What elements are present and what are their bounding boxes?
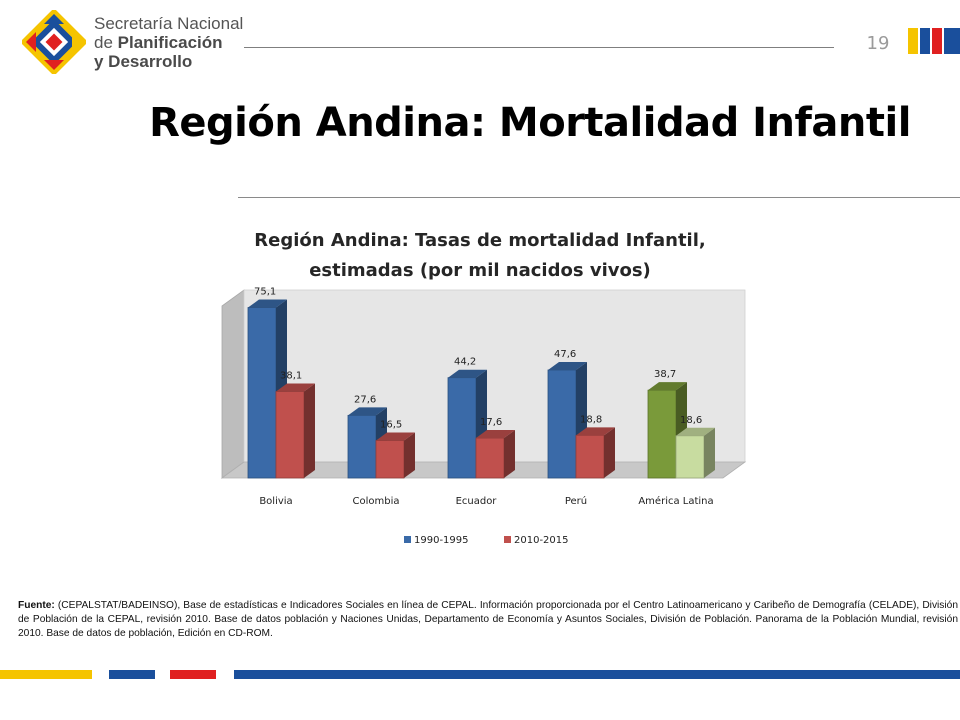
x-tick-label: América Latina <box>638 495 713 507</box>
data-label-4-1: 18,6 <box>680 415 702 426</box>
data-label-1-0: 27,6 <box>354 394 376 405</box>
bar-colombia-s1 <box>347 414 377 479</box>
chart-title: Región Andina: Tasas de mortalidad Infan… <box>200 226 760 286</box>
data-label-0-0: 75,1 <box>254 287 276 298</box>
org-line-3-bold: y Desarrollo <box>94 52 193 71</box>
bar-top-1-0 <box>348 407 387 416</box>
data-label-2-1: 17,6 <box>480 417 502 428</box>
bar-top-3-1 <box>576 427 615 436</box>
logo-icon <box>20 8 88 76</box>
data-label-1-1: 16,5 <box>380 420 402 431</box>
chart-side-wall <box>221 289 245 479</box>
page-number: 19 <box>866 33 890 54</box>
bar-am-rica-latina-s2 <box>675 435 705 479</box>
title-divider <box>238 197 960 198</box>
footer-bar-yellow <box>0 670 92 679</box>
legend-swatch-s1 <box>404 536 411 543</box>
source-label: Fuente: <box>18 600 55 611</box>
x-tick-label: Ecuador <box>456 496 498 507</box>
bar-ecuador-s2 <box>475 437 505 479</box>
data-label-3-0: 47,6 <box>554 349 576 360</box>
org-line-1: Secretaría Nacional <box>94 14 244 33</box>
data-label-2-0: 44,2 <box>454 357 476 368</box>
bar-top-0-0 <box>248 299 287 308</box>
bar-bolivia-s1 <box>247 307 277 479</box>
legend-label-s2: 2010-2015 <box>514 535 569 546</box>
source-note: Fuente: (CEPALSTAT/BADEINSO), Base de es… <box>18 599 958 641</box>
chart-title-line-1: Región Andina: Tasas de mortalidad Infan… <box>254 230 706 251</box>
org-line-2-prefix: de <box>94 33 113 52</box>
bar-top-2-0 <box>448 369 487 378</box>
bar-colombia-s2 <box>375 440 405 479</box>
footer-bar-blue-1 <box>109 670 155 679</box>
source-text: (CEPALSTAT/BADEINSO), Base de estadístic… <box>18 600 958 639</box>
org-line-2-bold: Planificación <box>117 33 223 52</box>
chart-title-line-2: estimadas (por mil nacidos vivos) <box>309 260 651 281</box>
bar-top-3-0 <box>548 361 587 370</box>
data-label-3-1: 18,8 <box>580 414 602 425</box>
bar-top-4-0 <box>648 382 687 391</box>
footer-bar-red <box>170 670 216 679</box>
bar-top-2-1 <box>476 430 515 439</box>
data-label-0-1: 38,1 <box>280 371 302 382</box>
bar-bolivia-s2 <box>275 391 305 479</box>
org-line-2: de Planificación <box>94 33 244 52</box>
flag-icon <box>908 28 960 54</box>
bar-top-4-1 <box>676 427 715 436</box>
bar-top-0-1 <box>276 383 315 392</box>
data-label-4-0: 38,7 <box>654 369 676 380</box>
bar-side-1-1 <box>404 432 415 478</box>
org-name: Secretaría Nacional de Planificación y D… <box>94 14 244 71</box>
bar-per--s1 <box>547 369 577 479</box>
x-tick-label: Bolivia <box>259 496 292 507</box>
bar-side-3-1 <box>604 427 615 478</box>
x-tick-label: Perú <box>565 495 587 507</box>
bar-top-1-1 <box>376 432 415 441</box>
bar-side-0-1 <box>304 383 315 478</box>
header-divider <box>244 47 834 48</box>
legend-label-s1: 1990-1995 <box>414 535 469 546</box>
org-line-3: y Desarrollo <box>94 52 244 71</box>
bar-side-2-1 <box>504 430 515 478</box>
bar-am-rica-latina-s1 <box>647 389 677 479</box>
legend-swatch-s2 <box>504 536 511 543</box>
bar-per--s2 <box>575 434 605 479</box>
bar-side-4-1 <box>704 427 715 478</box>
bar-chart: 75,1 38,1 Bolivia 27,6 16,5 Colombia 44,2 17,6 E… <box>220 287 747 546</box>
slide-title: Región Andina: Mortalidad Infantil <box>149 100 911 146</box>
footer-bar-blue-2 <box>234 670 960 679</box>
x-tick-label: Colombia <box>353 496 400 507</box>
bar-ecuador-s1 <box>447 377 477 479</box>
